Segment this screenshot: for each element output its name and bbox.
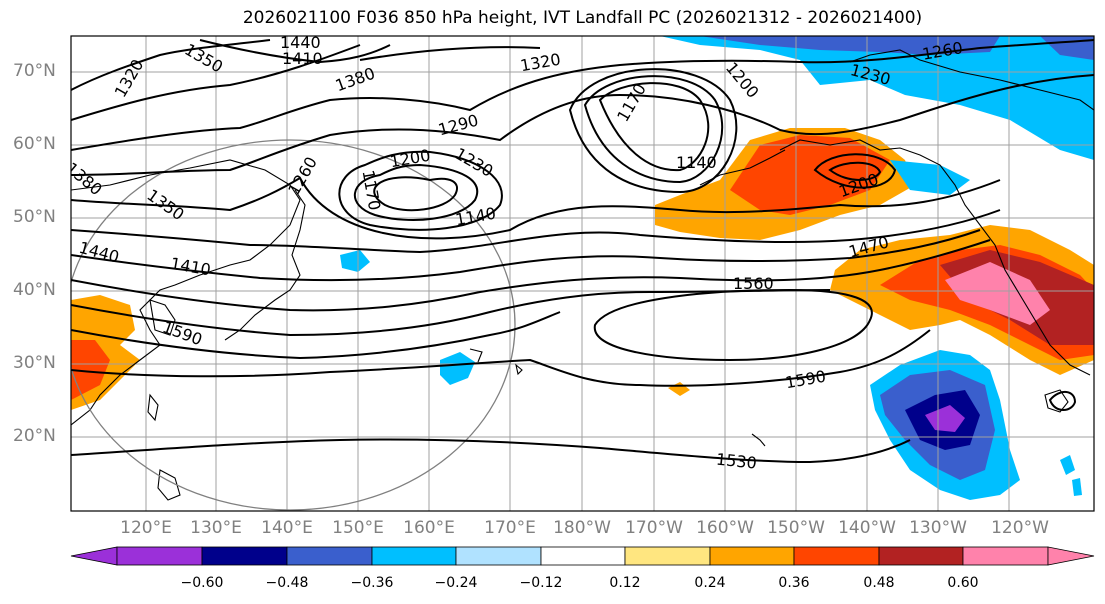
lon-label: 140°W — [838, 518, 896, 538]
lon-label: 160°E — [403, 518, 455, 538]
colorbar-extend-high — [1047, 546, 1095, 566]
lat-label: 30°N — [13, 353, 56, 373]
lat-label: 60°N — [13, 134, 56, 154]
lat-label: 70°N — [13, 61, 56, 81]
map-title: 2026021100 F036 850 hPa height, IVT Land… — [242, 8, 923, 28]
colorbar-tick-label: −0.12 — [519, 575, 563, 591]
lon-label: 150°W — [767, 518, 825, 538]
lon-label: 130°W — [909, 518, 967, 538]
colorbar-tick-label: 0.60 — [947, 575, 979, 591]
colorbar-tick-label: −0.48 — [265, 575, 309, 591]
lon-label: 150°E — [332, 518, 384, 538]
height-contours — [71, 39, 1094, 464]
lon-label: 120°E — [120, 518, 172, 538]
graticule — [71, 36, 1094, 511]
contour-label: 1410 — [282, 49, 323, 68]
lat-label: 20°N — [13, 426, 56, 446]
lon-label: 130°E — [190, 518, 242, 538]
lon-label: 160°W — [696, 518, 754, 538]
lon-label: 170°W — [625, 518, 683, 538]
ivt-negative-region-arctic — [660, 36, 1094, 160]
colorbar-tick-label: 0.36 — [778, 575, 810, 591]
lat-label: 40°N — [13, 280, 56, 300]
colorbar-tick-label: −0.36 — [350, 575, 394, 591]
colorbar-tick-label: −0.60 — [180, 575, 224, 591]
contour-label: 1440 — [280, 33, 321, 52]
lon-label: 180°W — [553, 518, 611, 538]
colorbar-extend-low — [70, 546, 118, 566]
colorbar — [70, 546, 1095, 566]
contour-label: 1530 — [715, 450, 757, 473]
colorbar-tick-label: 0.24 — [694, 575, 726, 591]
lat-label: 50°N — [13, 207, 56, 227]
contour-label: 1140 — [676, 153, 717, 172]
lon-label: 120°W — [991, 518, 1049, 538]
lon-label: 170°E — [484, 518, 536, 538]
colorbar-tick-label: 0.48 — [863, 575, 895, 591]
landfall-region-circle — [71, 139, 516, 511]
contour-label: 1560 — [733, 274, 774, 293]
map-frame — [70, 35, 1095, 512]
coastlines — [71, 49, 1094, 501]
colorbar-tick-label: −0.24 — [434, 575, 478, 591]
colorbar-tick-label: 0.12 — [609, 575, 641, 591]
lon-label: 140°E — [261, 518, 313, 538]
ivt-shading — [71, 36, 1094, 500]
